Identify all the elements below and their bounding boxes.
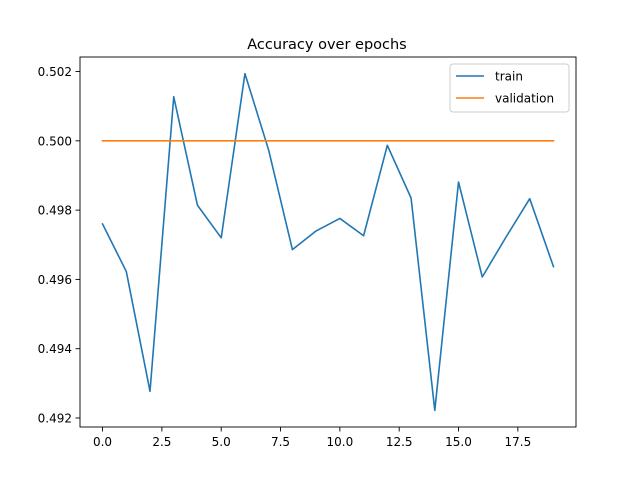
y-tick-label: 0.500 (38, 134, 72, 148)
chart-title: Accuracy over epochs (247, 37, 406, 53)
series-line-train (101, 72, 555, 412)
x-tick-label: 12.5 (386, 435, 413, 449)
y-tick-label: 0.502 (38, 65, 72, 79)
x-tick-label: 5.0 (212, 435, 231, 449)
legend-label-validation: validation (495, 92, 554, 106)
series-layer (101, 72, 555, 412)
x-tick-label: 17.5 (504, 435, 531, 449)
y-tick-label: 0.498 (38, 204, 72, 218)
y-tick-label: 0.496 (38, 273, 72, 287)
x-tick-label: 15.0 (445, 435, 472, 449)
x-tick-label: 7.5 (271, 435, 290, 449)
axes-layer: 0.0 2.5 5.0 7.5 10.0 12.5 15.0 17.5 0.492 0.494 0.… (38, 56, 577, 449)
y-tick-label: 0.494 (38, 342, 72, 356)
x-tick-label: 2.5 (152, 435, 171, 449)
x-tick-label: 10.0 (327, 435, 354, 449)
legend-label-train: train (495, 70, 523, 84)
axes-frame (79, 56, 577, 428)
y-tick-label: 0.492 (38, 411, 72, 425)
x-tick-label: 0.0 (93, 435, 112, 449)
chart-legend: train validation (449, 63, 570, 113)
